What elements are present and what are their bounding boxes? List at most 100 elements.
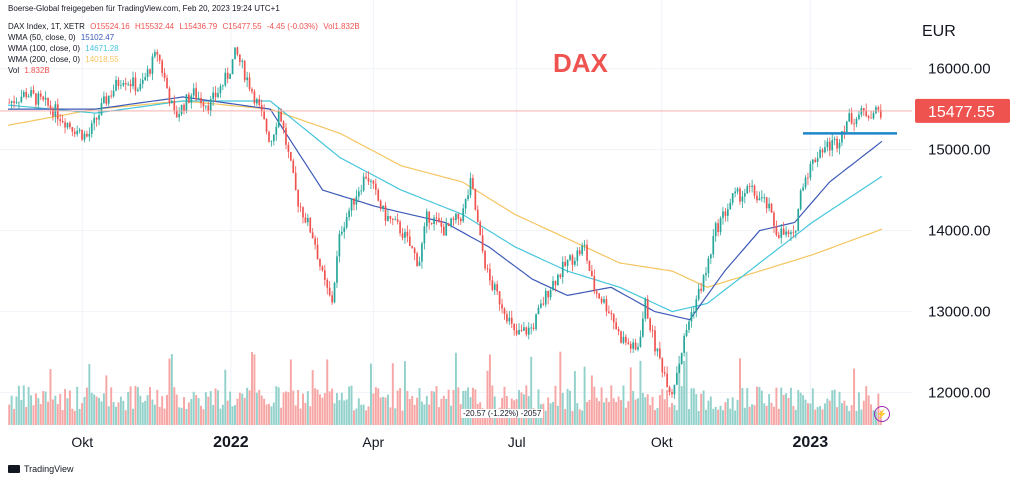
- brand-footer[interactable]: TradingView: [8, 464, 74, 474]
- volume-bar: [809, 403, 812, 425]
- volume-bar: [272, 402, 275, 425]
- candle-body: [634, 342, 637, 350]
- candle-body: [265, 119, 268, 132]
- candle-body: [855, 118, 858, 125]
- candle-body: [95, 117, 98, 120]
- candle-body: [56, 104, 59, 120]
- volume-bar: [333, 403, 336, 425]
- candle-body: [503, 308, 506, 315]
- volume-bar: [158, 406, 161, 425]
- volume-bar: [139, 395, 142, 425]
- volume-bar: [775, 387, 778, 425]
- candle-body: [134, 77, 137, 92]
- volume-bar: [797, 390, 800, 425]
- wma-200-legend[interactable]: WMA (200, close, 0) 14018.55: [8, 55, 119, 65]
- volume-legend[interactable]: Vol 1.832B: [8, 66, 50, 76]
- candle-body: [777, 235, 780, 238]
- candle-body: [593, 276, 596, 292]
- candle-body: [746, 186, 749, 194]
- volume-bar: [355, 408, 358, 425]
- volume-bar: [306, 391, 309, 425]
- vol-legend-value: 1.832B: [24, 66, 50, 75]
- volume-bar: [27, 386, 30, 425]
- candle-body: [297, 189, 299, 207]
- candle-body: [188, 94, 190, 103]
- volume-bar: [632, 390, 635, 425]
- volume-bar: [93, 394, 96, 425]
- candle-body: [430, 222, 433, 224]
- volume-bar: [192, 391, 195, 425]
- candle-body: [571, 255, 574, 265]
- candle-body: [719, 218, 722, 232]
- candle-body: [819, 149, 821, 159]
- volume-bar: [289, 359, 292, 425]
- candle-body: [780, 228, 783, 238]
- candle-body: [644, 299, 647, 319]
- candle-body: [35, 93, 37, 105]
- candle-body: [127, 83, 130, 85]
- candle-body: [255, 99, 258, 104]
- wma-50-label: WMA (50, close, 0): [8, 33, 76, 42]
- volume-bar: [326, 359, 329, 425]
- volume-bar: [200, 405, 202, 425]
- volume-bar: [724, 402, 727, 425]
- tradingview-logo-icon: [8, 465, 20, 473]
- candle-body: [280, 111, 282, 122]
- candle-body: [811, 159, 814, 164]
- candle-body: [578, 250, 581, 255]
- volume-bar: [702, 390, 705, 425]
- candle-body: [117, 79, 120, 86]
- candle-body: [739, 188, 741, 202]
- candle-body: [175, 110, 178, 118]
- candle-body: [520, 329, 523, 331]
- volume-bar: [37, 398, 40, 425]
- candle-body: [748, 186, 751, 187]
- candle-body: [217, 93, 219, 98]
- volume-bar: [823, 403, 826, 425]
- volume-bar: [729, 408, 732, 425]
- candle-body: [758, 198, 761, 201]
- candle-body: [642, 318, 644, 337]
- bolt-icon[interactable]: ⚡: [874, 406, 890, 422]
- candle-body: [489, 268, 491, 281]
- candle-body: [285, 128, 287, 145]
- volume-bar: [282, 392, 285, 425]
- volume-bar: [637, 398, 639, 425]
- volume-bar: [794, 409, 797, 425]
- candle-body: [639, 336, 642, 347]
- wma-200-value: 14018.55: [85, 55, 119, 64]
- volume-bar: [755, 386, 758, 425]
- candle-body: [452, 218, 455, 221]
- volume-bar: [81, 403, 84, 425]
- volume-bar: [374, 387, 377, 425]
- volume-bar: [124, 410, 127, 425]
- volume-bar: [343, 400, 346, 425]
- volume-bar: [607, 401, 610, 425]
- volume-bar: [226, 400, 229, 425]
- volume-bar: [668, 407, 671, 425]
- volume-bar: [707, 400, 710, 425]
- volume-bar: [731, 397, 734, 425]
- volume-bar: [447, 389, 450, 425]
- volume-bar: [736, 399, 739, 425]
- candle-body: [510, 317, 513, 324]
- wma-100-legend[interactable]: WMA (100, close, 0) 14671.28: [8, 44, 119, 54]
- volume-bar: [178, 407, 181, 425]
- volume-bar: [595, 397, 598, 425]
- volume-bar: [151, 399, 154, 425]
- volume-bar: [90, 392, 93, 425]
- volume-bar: [153, 404, 156, 425]
- volume-bar: [299, 408, 302, 425]
- candle-body: [129, 83, 132, 87]
- wma-50-legend[interactable]: WMA (50, close, 0) 15102.47: [8, 33, 114, 43]
- candle-body: [714, 223, 717, 237]
- candle-body: [554, 280, 557, 286]
- candle-body: [833, 138, 836, 140]
- volume-bar: [15, 396, 18, 425]
- candle-body: [32, 90, 35, 94]
- candle-body: [272, 134, 275, 142]
- candle-body: [848, 113, 851, 122]
- volume-bar: [620, 400, 622, 425]
- candle-body: [668, 387, 671, 393]
